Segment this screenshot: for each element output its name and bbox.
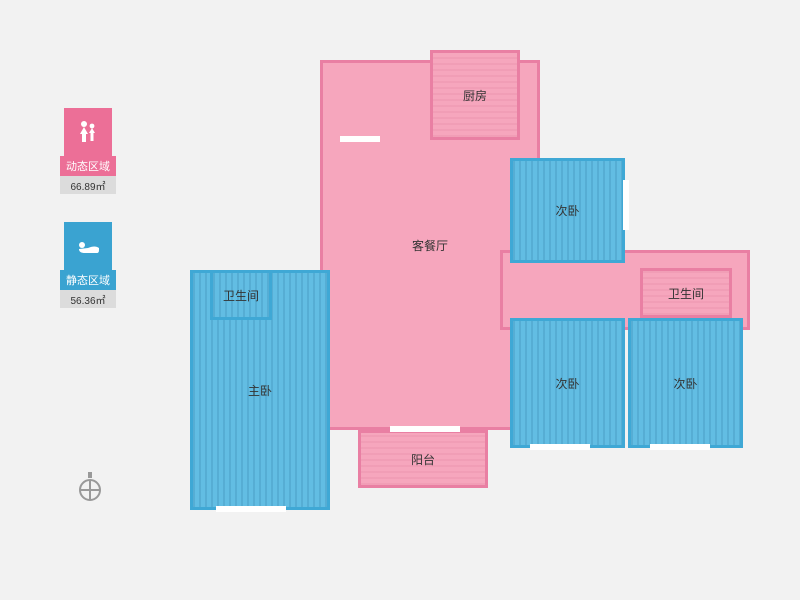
room-label: 厨房 <box>463 87 487 104</box>
legend-dynamic: 动态区域 66.89㎡ <box>60 108 116 194</box>
legend-static-value: 56.36㎡ <box>60 290 116 308</box>
legend-static: 静态区域 56.36㎡ <box>60 222 116 308</box>
room-label: 卫生间 <box>223 287 259 304</box>
compass-icon <box>76 470 104 498</box>
opening <box>340 136 380 142</box>
legend: 动态区域 66.89㎡ 静态区域 56.36㎡ <box>60 108 116 336</box>
room-bedroom-bl: 次卧 <box>510 318 625 448</box>
people-icon <box>64 108 112 156</box>
opening <box>390 426 460 432</box>
room-kitchen: 厨房 <box>430 50 520 140</box>
opening <box>530 444 590 450</box>
room-label: 主卧 <box>248 382 272 399</box>
room-label: 次卧 <box>555 202 579 219</box>
legend-static-title: 静态区域 <box>60 270 116 290</box>
opening <box>216 506 286 512</box>
room-label: 客餐厅 <box>412 237 448 254</box>
room-bathroom-left: 卫生间 <box>210 270 272 320</box>
room-bathroom-right: 卫生间 <box>640 268 732 318</box>
floor-plan: 客餐厅 厨房 阳台 卫生间 主卧 卫生间 次卧 次卧 次卧 <box>190 50 750 550</box>
room-label: 次卧 <box>555 375 579 392</box>
opening <box>650 444 710 450</box>
room-bedroom-top: 次卧 <box>510 158 625 263</box>
sleep-icon <box>64 222 112 270</box>
legend-dynamic-value: 66.89㎡ <box>60 176 116 194</box>
legend-dynamic-title: 动态区域 <box>60 156 116 176</box>
room-bedroom-br: 次卧 <box>628 318 743 448</box>
opening <box>623 180 629 230</box>
room-label: 次卧 <box>673 375 697 392</box>
room-label: 阳台 <box>411 451 435 468</box>
room-label: 卫生间 <box>668 285 704 302</box>
room-balcony: 阳台 <box>358 430 488 488</box>
